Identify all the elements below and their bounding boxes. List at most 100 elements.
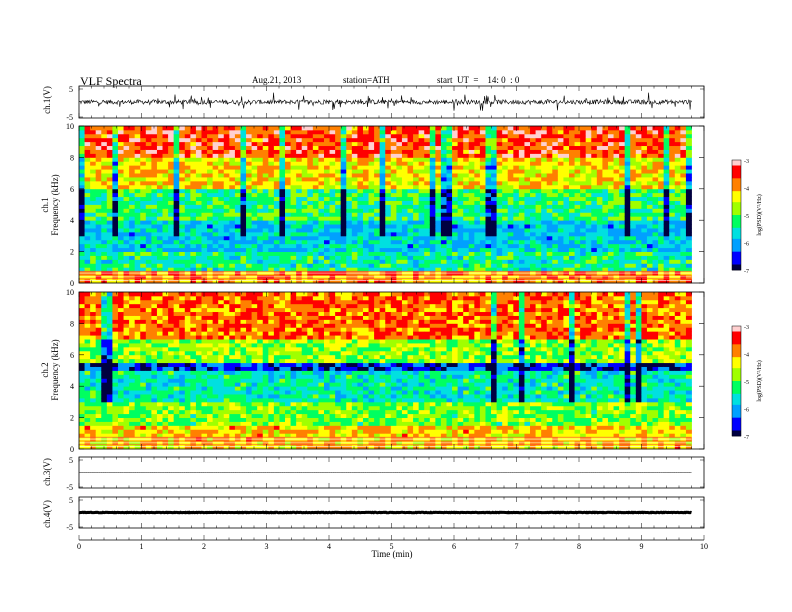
spectrogram-cell	[569, 259, 575, 264]
spectrogram-cell	[413, 184, 420, 190]
spectrogram-cell	[518, 255, 525, 260]
spectrogram-cell	[535, 228, 542, 233]
spectrogram-cell	[418, 196, 425, 201]
spectrogram-cell	[140, 216, 147, 221]
spectrogram-cell	[530, 212, 536, 217]
spectrogram-cell	[674, 141, 681, 147]
spectrogram-cell	[329, 259, 336, 264]
spectrogram-cell	[257, 239, 264, 245]
spectrogram-cell	[257, 129, 264, 135]
spectrogram-cell	[535, 177, 542, 182]
spectrogram-cell	[162, 247, 169, 253]
spectrogram-cell	[201, 188, 208, 194]
spectrogram-cell	[374, 208, 381, 213]
spectrogram-cell	[435, 165, 442, 170]
spectrogram-cell	[596, 137, 603, 143]
spectrogram-cell	[140, 161, 147, 166]
spectrogram-cell	[663, 275, 670, 280]
spectrogram-cell	[607, 153, 614, 158]
spectrogram-cell	[485, 279, 492, 284]
spectrogram-cell	[429, 129, 436, 135]
spectrogram-cell	[413, 247, 420, 253]
spectrogram-cell	[429, 161, 436, 166]
spectrogram-cell	[112, 279, 119, 284]
spectrogram-cell	[585, 177, 592, 182]
spectrogram-cell	[407, 184, 414, 190]
spectrogram-cell	[234, 267, 241, 272]
spectrogram-cell	[580, 180, 587, 186]
spectrogram-cell	[418, 212, 425, 217]
spectrogram-cell	[613, 239, 620, 245]
spectrogram-cell	[112, 153, 119, 158]
spectrogram-cell	[201, 180, 208, 186]
spectrogram-cell	[535, 275, 542, 280]
spectrogram-cell	[418, 145, 425, 150]
spectrogram-cell	[162, 267, 169, 272]
spectrogram-cell	[669, 161, 676, 166]
spectrogram-cell	[396, 228, 403, 233]
spectrogram-cell	[262, 259, 269, 264]
spectrogram-cell	[79, 433, 85, 438]
spectrogram-cell	[90, 331, 97, 336]
spectrogram-cell	[418, 243, 425, 249]
spectrogram-cell	[368, 173, 375, 178]
spectrogram-cell	[396, 129, 403, 135]
spectrogram-cell	[607, 177, 614, 182]
spectrogram-cell	[569, 228, 575, 233]
spectrogram-cell	[624, 137, 631, 143]
spectrogram-cell	[585, 279, 592, 284]
spectrogram-cell	[507, 169, 514, 174]
spectrogram-cell	[190, 180, 197, 186]
spectrogram-cell	[385, 231, 392, 237]
spectrogram-cell	[195, 275, 202, 280]
spectrogram-cell	[79, 165, 85, 170]
spectrogram-cell	[145, 141, 152, 147]
spectrogram-cell	[646, 251, 653, 256]
spectrogram-cell	[156, 204, 163, 209]
spectrogram-cell	[468, 251, 475, 256]
spectrogram-cell	[502, 165, 509, 170]
spectrogram-cell	[95, 382, 102, 387]
spectrogram-cell	[246, 137, 253, 143]
spectrogram-cell	[502, 255, 509, 260]
spectrogram-cell	[351, 192, 358, 198]
spectrogram-cell	[340, 204, 347, 209]
spectrogram-cell	[674, 212, 681, 217]
spectrogram-cell	[374, 243, 381, 249]
spectrogram-cell	[435, 243, 442, 249]
spectrogram-cell	[234, 255, 241, 260]
spectrogram-cell	[179, 275, 186, 280]
spectrogram-cell	[518, 228, 525, 233]
spectrogram-cell	[613, 157, 620, 162]
spectrogram-cell	[641, 216, 648, 221]
spectrogram-cell	[207, 153, 214, 158]
spectrogram-cell	[646, 137, 653, 143]
spectrogram-cell	[268, 212, 275, 217]
spectrogram-cell	[496, 231, 503, 237]
spectrogram-cell	[301, 231, 308, 237]
spectrogram-cell	[524, 263, 531, 268]
spectrogram-cell	[407, 212, 414, 217]
spectrogram-cell	[502, 149, 509, 154]
spectrogram-cell	[507, 141, 514, 147]
spectrogram-cell	[552, 184, 559, 190]
spectrogram-cell	[90, 239, 97, 245]
spectrogram-cell	[262, 180, 269, 186]
spectrogram-cell	[674, 200, 681, 205]
spectrogram-cell	[557, 157, 564, 162]
spectrogram-cell	[112, 243, 119, 249]
spectrogram-cell	[563, 216, 570, 221]
spectrogram-cell	[401, 149, 408, 154]
spectrogram-cell	[463, 224, 470, 229]
spectrogram-cell	[407, 200, 414, 205]
spectrogram-cell	[513, 177, 520, 182]
spectrogram-cell	[129, 196, 136, 201]
spectrogram-cell	[396, 153, 403, 158]
spectrogram-cell	[251, 200, 258, 205]
spectrogram-cell	[301, 188, 308, 194]
spectrogram-cell	[390, 200, 397, 205]
spectrogram-cell	[658, 200, 665, 205]
spectrogram-cell	[557, 263, 564, 268]
spectrogram-cell	[479, 251, 486, 256]
spectrogram-cell	[574, 157, 581, 162]
